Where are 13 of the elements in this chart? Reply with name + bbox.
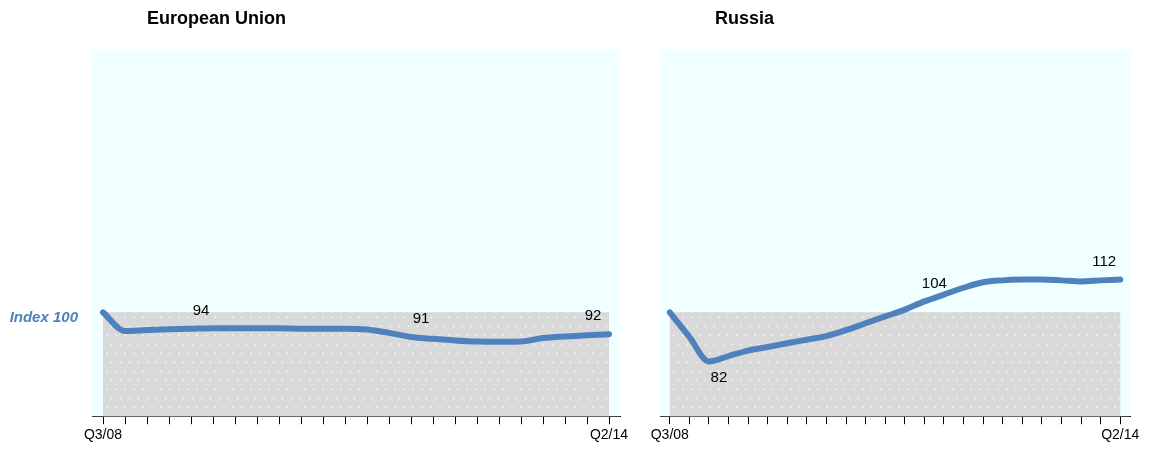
x-tick-label: Q2/14 — [589, 426, 629, 443]
data-label: 91 — [412, 309, 430, 327]
data-label: 104 — [921, 273, 947, 291]
x-tick-label: Q2/14 — [1101, 426, 1140, 443]
chart-title: Russia — [715, 8, 775, 29]
data-label: 82 — [710, 367, 728, 385]
data-label: 112 — [1092, 251, 1117, 269]
data-label: 92 — [584, 306, 602, 324]
data-label: 94 — [192, 300, 210, 318]
chart-title: European Union — [147, 8, 286, 29]
x-tick-label: Q3/08 — [650, 426, 690, 443]
band-label: Index 100 — [9, 308, 79, 326]
x-tick-label: Q3/08 — [83, 426, 123, 443]
